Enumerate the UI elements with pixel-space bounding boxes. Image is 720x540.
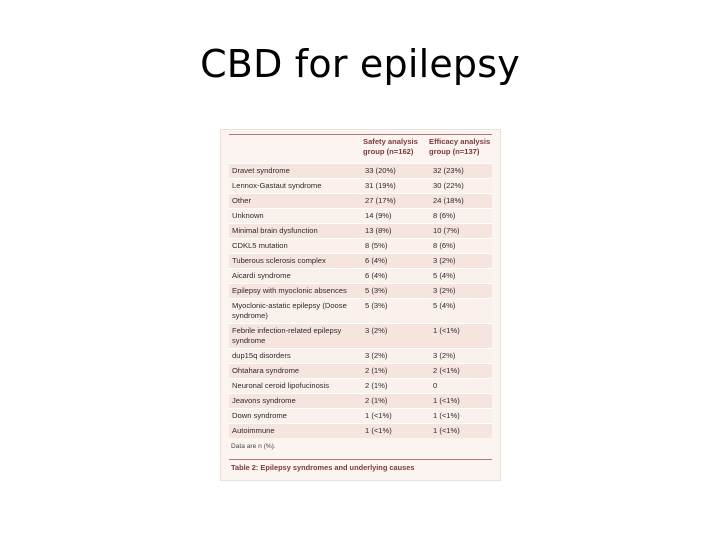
safety-value-cell: 8 (5%) (365, 241, 388, 250)
header-safety-group: Safety analysis group (n=162) (363, 137, 418, 156)
safety-value-cell: 1 (<1%) (365, 411, 392, 420)
table-body: Dravet syndrome 33 (20%) 32 (23%) Lennox-Ga… (229, 163, 492, 438)
efficacy-value-cell: 8 (6%) (433, 211, 456, 220)
syndrome-cell: Minimal brain dysfunction (232, 226, 318, 235)
table-row: CDKL5 mutation 8 (5%) 8 (6%) (229, 238, 492, 253)
table-row: Epilepsy with myoclonic absences 5 (3%) 3 … (229, 283, 492, 298)
table-row: Other 27 (17%) 24 (18%) (229, 193, 492, 208)
syndrome-cell: Ohtahara syndrome (232, 366, 300, 375)
efficacy-value-cell: 1 (<1%) (433, 326, 460, 335)
syndrome-cell: Myoclonic-astatic epilepsy (Doose syndro… (232, 301, 347, 320)
syndrome-cell: Down syndrome (232, 411, 287, 420)
efficacy-value-cell: 3 (2%) (433, 286, 456, 295)
efficacy-value-cell: 2 (<1%) (433, 366, 460, 375)
table-row: Unknown 14 (9%) 8 (6%) (229, 208, 492, 223)
table-row: Febrile infection-related epilepsy syndr… (229, 323, 492, 348)
efficacy-value-cell: 8 (6%) (433, 241, 456, 250)
syndrome-cell: dup15q disorders (232, 351, 291, 360)
table-row: Lennox-Gastaut syndrome 31 (19%) 30 (22%) (229, 178, 492, 193)
header-efficacy-group: Efficacy analysis group (n=137) (429, 137, 491, 156)
table-header: Safety analysis group (n=162) Efficacy a… (229, 137, 492, 163)
syndrome-cell: Autoimmune (232, 426, 275, 435)
table-row: Neuronal ceroid lipofucinosis 2 (1%) 0 (229, 378, 492, 393)
caption-rule (229, 459, 492, 460)
table-footnote: Data are n (%). (231, 443, 276, 450)
table-row: Ohtahara syndrome 2 (1%) 2 (<1%) (229, 363, 492, 378)
safety-value-cell: 2 (1%) (365, 381, 388, 390)
table-row: Aicardi syndrome 6 (4%) 5 (4%) (229, 268, 492, 283)
table-row: Tuberous sclerosis complex 6 (4%) 3 (2%) (229, 253, 492, 268)
safety-value-cell: 1 (<1%) (365, 426, 392, 435)
syndrome-cell: Unknown (232, 211, 264, 220)
syndrome-cell: CDKL5 mutation (232, 241, 288, 250)
efficacy-value-cell: 24 (18%) (433, 196, 464, 205)
safety-value-cell: 13 (8%) (365, 226, 392, 235)
efficacy-value-cell: 10 (7%) (433, 226, 460, 235)
efficacy-value-cell: 0 (433, 381, 438, 390)
safety-value-cell: 5 (3%) (365, 301, 388, 310)
safety-value-cell: 2 (1%) (365, 366, 388, 375)
safety-value-cell: 5 (3%) (365, 286, 388, 295)
table-row: Minimal brain dysfunction 13 (8%) 10 (7%) (229, 223, 492, 238)
syndrome-cell: Aicardi syndrome (232, 271, 291, 280)
safety-value-cell: 6 (4%) (365, 271, 388, 280)
syndrome-cell: Tuberous sclerosis complex (232, 256, 326, 265)
table-top-rule (229, 134, 492, 135)
efficacy-value-cell: 3 (2%) (433, 351, 456, 360)
safety-value-cell: 3 (2%) (365, 351, 388, 360)
efficacy-value-cell: 1 (<1%) (433, 396, 460, 405)
safety-value-cell: 33 (20%) (365, 166, 396, 175)
safety-value-cell: 14 (9%) (365, 211, 392, 220)
safety-value-cell: 6 (4%) (365, 256, 388, 265)
table-figure: Safety analysis group (n=162) Efficacy a… (221, 130, 500, 480)
syndrome-cell: Lennox-Gastaut syndrome (232, 181, 322, 190)
table-row: Autoimmune 1 (<1%) 1 (<1%) (229, 423, 492, 438)
table-row: Jeavons syndrome 2 (1%) 1 (<1%) (229, 393, 492, 408)
table-row: Myoclonic-astatic epilepsy (Doose syndro… (229, 298, 492, 323)
table-row: Dravet syndrome 33 (20%) 32 (23%) (229, 163, 492, 178)
syndrome-cell: Jeavons syndrome (232, 396, 296, 405)
efficacy-value-cell: 1 (<1%) (433, 426, 460, 435)
safety-value-cell: 31 (19%) (365, 181, 396, 190)
efficacy-value-cell: 1 (<1%) (433, 411, 460, 420)
safety-value-cell: 27 (17%) (365, 196, 396, 205)
table-caption: Table 2: Epilepsy syndromes and underlyi… (231, 463, 415, 472)
efficacy-value-cell: 3 (2%) (433, 256, 456, 265)
efficacy-value-cell: 30 (22%) (433, 181, 464, 190)
syndrome-cell: Dravet syndrome (232, 166, 290, 175)
efficacy-value-cell: 32 (23%) (433, 166, 464, 175)
safety-value-cell: 3 (2%) (365, 326, 388, 335)
syndrome-cell: Neuronal ceroid lipofucinosis (232, 381, 330, 390)
safety-value-cell: 2 (1%) (365, 396, 388, 405)
syndrome-cell: Febrile infection-related epilepsy syndr… (232, 326, 342, 345)
table-row: dup15q disorders 3 (2%) 3 (2%) (229, 348, 492, 363)
syndrome-cell: Epilepsy with myoclonic absences (232, 286, 347, 295)
syndrome-cell: Other (232, 196, 251, 205)
slide-title: CBD for epilepsy (200, 42, 520, 86)
efficacy-value-cell: 5 (4%) (433, 301, 456, 310)
table-row: Down syndrome 1 (<1%) 1 (<1%) (229, 408, 492, 423)
efficacy-value-cell: 5 (4%) (433, 271, 456, 280)
